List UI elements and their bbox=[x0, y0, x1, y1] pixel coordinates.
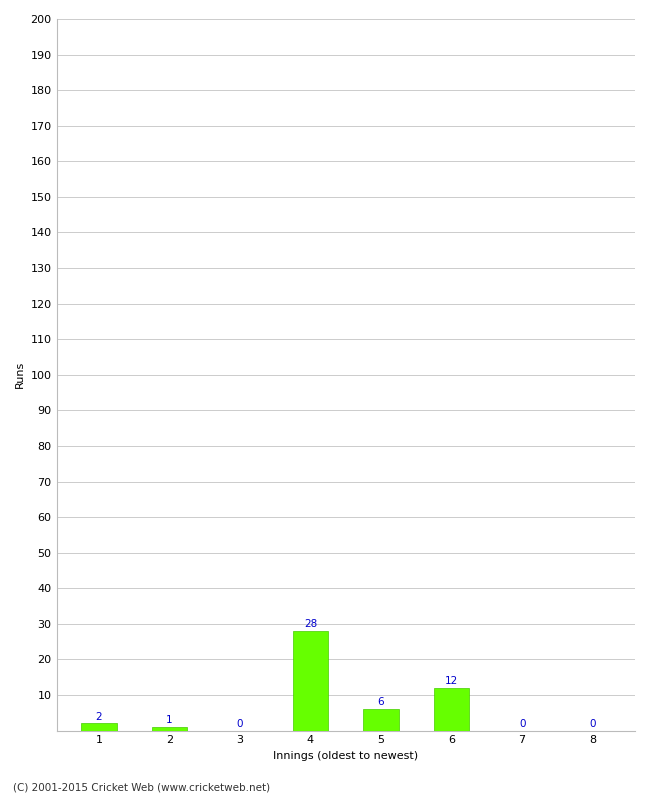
Text: 12: 12 bbox=[445, 676, 458, 686]
Y-axis label: Runs: Runs bbox=[15, 361, 25, 389]
Bar bbox=[363, 710, 398, 730]
Text: 6: 6 bbox=[378, 698, 384, 707]
Text: 2: 2 bbox=[96, 712, 102, 722]
Bar bbox=[293, 631, 328, 730]
X-axis label: Innings (oldest to newest): Innings (oldest to newest) bbox=[273, 751, 419, 761]
Text: 28: 28 bbox=[304, 619, 317, 629]
Bar bbox=[81, 723, 116, 730]
Bar bbox=[152, 727, 187, 730]
Text: 0: 0 bbox=[590, 719, 596, 729]
Text: 0: 0 bbox=[237, 719, 243, 729]
Bar bbox=[434, 688, 469, 730]
Text: 0: 0 bbox=[519, 719, 525, 729]
Text: 1: 1 bbox=[166, 715, 173, 726]
Text: (C) 2001-2015 Cricket Web (www.cricketweb.net): (C) 2001-2015 Cricket Web (www.cricketwe… bbox=[13, 782, 270, 792]
